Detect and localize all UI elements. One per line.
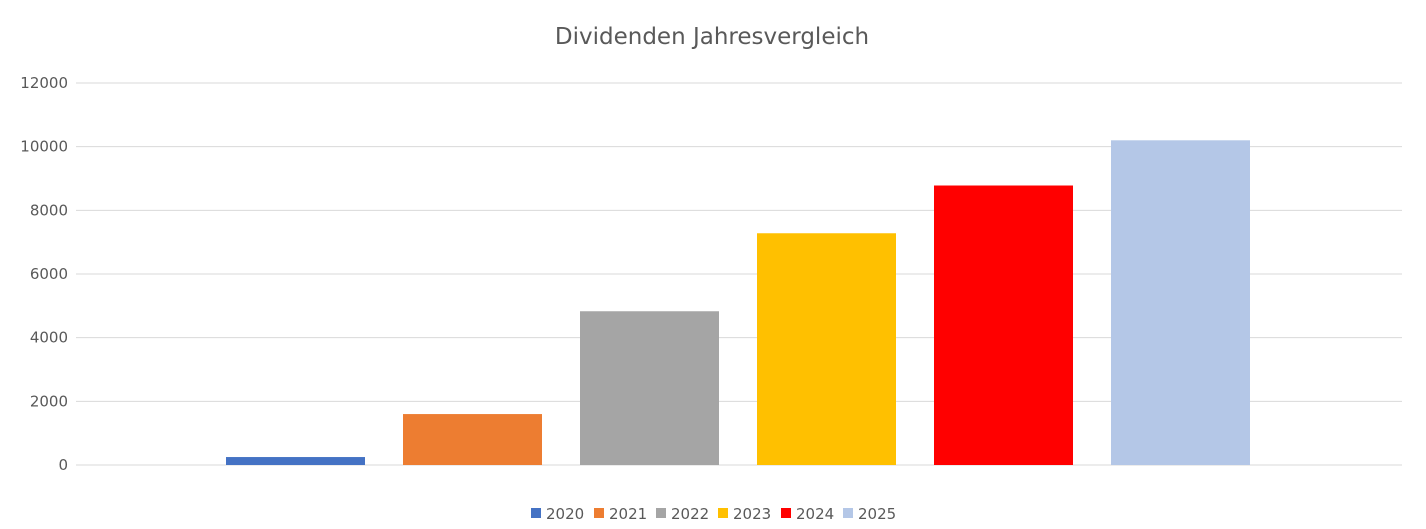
legend-label-2020: 2020: [546, 505, 584, 523]
bars: [226, 140, 1250, 466]
legend-label-2021: 2021: [609, 505, 647, 523]
legend-swatch-2025: [843, 508, 853, 518]
legend-label-2024: 2024: [796, 505, 834, 523]
y-tick-label: 8000: [30, 201, 68, 219]
legend-swatch-2020: [531, 508, 541, 518]
y-tick-label: 10000: [20, 138, 68, 156]
legend-swatch-2021: [594, 508, 604, 518]
bar-2025: [1111, 140, 1250, 466]
legend-label-2023: 2023: [733, 505, 771, 523]
y-tick-label: 6000: [30, 265, 68, 283]
y-tick-label: 0: [58, 456, 68, 474]
chart-title: Dividenden Jahresvergleich: [555, 24, 869, 50]
gridlines: [76, 82, 1402, 466]
y-tick-label: 4000: [30, 329, 68, 347]
bar-2022: [580, 311, 719, 465]
bar-2024: [934, 185, 1073, 465]
bar-2023: [757, 233, 896, 465]
y-axis-ticks: 0 2000 4000 6000 8000 10000 12000: [20, 74, 68, 474]
bar-2020: [226, 457, 365, 465]
legend-swatch-2023: [718, 508, 728, 518]
legend-label-2025: 2025: [858, 505, 896, 523]
y-tick-label: 12000: [20, 74, 68, 92]
legend-swatch-2024: [781, 508, 791, 518]
y-tick-label: 2000: [30, 392, 68, 410]
legend: 2020 2021 2022 2023 2024 2025: [531, 505, 896, 523]
legend-label-2022: 2022: [671, 505, 709, 523]
bar-2021: [403, 414, 542, 465]
legend-swatch-2022: [656, 508, 666, 518]
